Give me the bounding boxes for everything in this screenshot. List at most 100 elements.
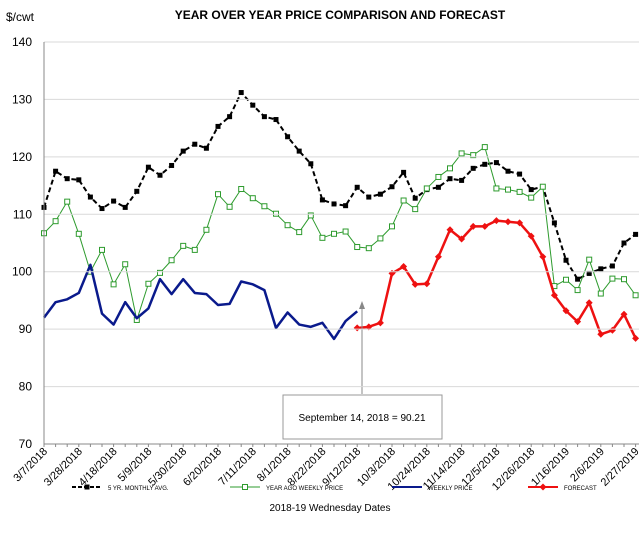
marker	[528, 194, 535, 201]
marker	[598, 266, 604, 272]
y-tick-label: 120	[12, 150, 32, 164]
chart-title: YEAR OVER YEAR PRICE COMPARISON AND FORE…	[175, 8, 506, 22]
marker	[122, 261, 129, 268]
marker	[470, 165, 476, 171]
marker	[482, 161, 488, 167]
marker	[389, 184, 395, 190]
marker	[586, 256, 593, 263]
marker	[331, 201, 337, 207]
x-tick-label: 4/18/2018	[77, 446, 120, 489]
marker	[52, 218, 59, 225]
marker	[401, 169, 407, 175]
marker	[99, 206, 105, 212]
marker	[458, 235, 466, 243]
x-tick-label: 1/16/2019	[529, 446, 572, 489]
marker	[447, 176, 453, 182]
marker	[366, 194, 372, 200]
marker	[354, 244, 361, 251]
marker	[110, 281, 117, 288]
legend-marker	[242, 484, 248, 490]
marker	[597, 290, 604, 297]
marker	[517, 171, 523, 177]
marker	[296, 229, 303, 236]
marker	[261, 203, 268, 210]
marker	[551, 220, 557, 226]
marker	[273, 117, 279, 123]
marker	[539, 183, 546, 190]
y-tick-label: 140	[12, 35, 32, 49]
legend-label: 5 YR. MONTHLY AVG.	[108, 486, 169, 492]
series-line	[43, 146, 637, 321]
marker	[563, 257, 569, 263]
series-line	[357, 219, 637, 339]
marker	[562, 307, 570, 315]
marker	[527, 232, 535, 240]
marker	[111, 198, 117, 204]
x-tick-label: 7/11/2018	[216, 446, 259, 489]
marker	[575, 276, 581, 282]
marker	[539, 253, 547, 261]
marker	[261, 114, 267, 120]
marker	[157, 269, 163, 276]
marker	[145, 280, 152, 287]
marker	[586, 270, 592, 276]
marker	[563, 276, 569, 283]
marker	[620, 310, 628, 318]
annotation-text: September 14, 2018 = 90.21	[298, 413, 425, 424]
marker	[632, 292, 639, 299]
marker	[458, 150, 465, 157]
legend-label: FORECAST	[564, 486, 597, 492]
series-line	[43, 91, 637, 281]
marker	[411, 280, 419, 288]
marker	[493, 160, 499, 166]
marker	[238, 186, 245, 193]
marker	[75, 230, 82, 237]
marker	[343, 203, 349, 209]
marker	[227, 114, 233, 120]
annotation-arrowhead	[359, 301, 365, 309]
marker	[470, 152, 477, 159]
marker	[550, 291, 558, 299]
marker	[447, 165, 453, 172]
marker	[585, 299, 593, 307]
marker	[226, 203, 233, 210]
x-axis-label: 2018-19 Wednesday Dates	[269, 503, 390, 514]
marker	[87, 194, 93, 200]
marker	[574, 318, 582, 326]
marker	[180, 242, 187, 249]
marker	[435, 184, 441, 190]
marker	[423, 185, 430, 192]
y-tick-label: 130	[12, 92, 32, 106]
marker	[64, 198, 71, 205]
marker	[250, 102, 256, 108]
y-tick-label: 70	[19, 437, 33, 451]
marker	[376, 319, 384, 327]
marker	[76, 177, 82, 183]
marker	[168, 257, 175, 264]
marker	[285, 134, 291, 140]
marker	[284, 222, 291, 229]
marker	[308, 161, 314, 167]
marker	[377, 235, 384, 242]
marker	[493, 185, 500, 192]
series-line	[42, 263, 359, 341]
marker	[621, 240, 627, 246]
marker	[64, 176, 70, 182]
marker	[296, 148, 302, 154]
marker	[492, 217, 500, 225]
marker	[365, 323, 373, 331]
y-tick-label: 100	[12, 265, 32, 279]
marker	[353, 324, 361, 332]
legend-label: WEEKLY PRICE	[428, 486, 472, 492]
marker	[516, 219, 524, 227]
marker	[412, 206, 419, 213]
marker	[191, 246, 198, 253]
marker	[516, 188, 523, 195]
marker	[400, 197, 407, 204]
legend-marker	[539, 483, 547, 491]
marker	[319, 234, 326, 241]
marker	[365, 245, 372, 252]
marker	[504, 218, 512, 226]
marker	[481, 144, 488, 151]
